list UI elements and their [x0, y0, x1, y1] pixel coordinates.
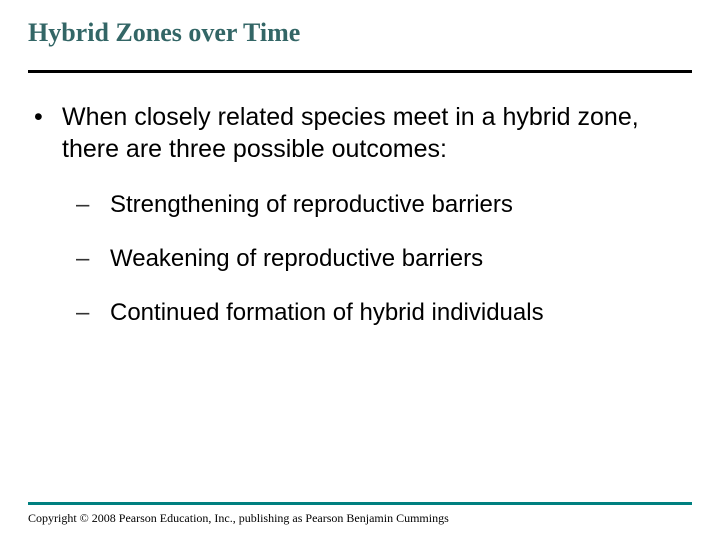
dash-marker: –: [76, 245, 110, 273]
copyright-text: Copyright © 2008 Pearson Education, Inc.…: [28, 511, 692, 526]
footer-rule: [28, 502, 692, 505]
sub-bullet-list: – Strengthening of reproductive barriers…: [76, 191, 692, 327]
sub-bullet-text: Weakening of reproductive barriers: [110, 245, 483, 273]
sub-bullet-item: – Weakening of reproductive barriers: [76, 245, 692, 273]
dash-marker: –: [76, 299, 110, 327]
main-bullet-text: When closely related species meet in a h…: [62, 101, 692, 165]
sub-bullet-item: – Strengthening of reproductive barriers: [76, 191, 692, 219]
dash-marker: –: [76, 191, 110, 219]
main-bullet: • When closely related species meet in a…: [34, 101, 692, 165]
sub-bullet-item: – Continued formation of hybrid individu…: [76, 299, 692, 327]
title-underline: [28, 70, 692, 73]
sub-bullet-text: Continued formation of hybrid individual…: [110, 299, 544, 327]
sub-bullet-text: Strengthening of reproductive barriers: [110, 191, 513, 219]
bullet-marker: •: [34, 101, 62, 165]
footer: Copyright © 2008 Pearson Education, Inc.…: [28, 502, 692, 526]
slide-title: Hybrid Zones over Time: [28, 18, 692, 48]
